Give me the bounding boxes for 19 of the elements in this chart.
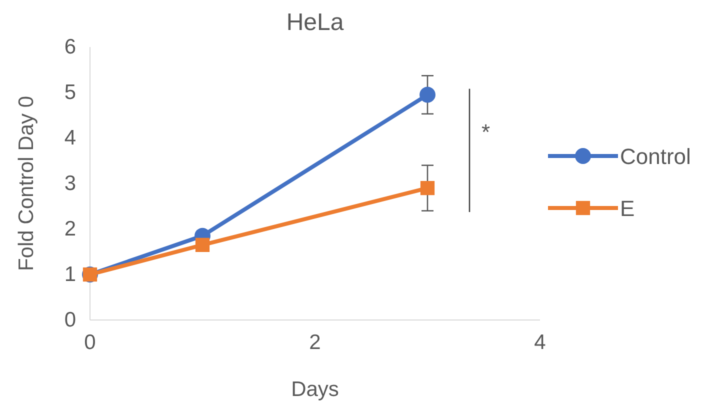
x-tick-label: 4 [534, 330, 546, 354]
y-tick-label: 4 [64, 126, 76, 150]
x-tick-label: 0 [84, 330, 96, 354]
legend-label: E [620, 196, 635, 221]
y-tick-label: 1 [64, 263, 76, 286]
legend-label: Control [620, 144, 691, 169]
annotation: * [482, 119, 490, 144]
chart-title: HeLa [286, 9, 344, 36]
x-tick-label: 2 [309, 330, 321, 354]
y-tick-label: 3 [64, 172, 76, 196]
point [420, 86, 436, 103]
y-tick-label: 2 [64, 218, 76, 241]
y-tick-label: 5 [64, 81, 76, 104]
y-tick-label: 0 [64, 308, 76, 332]
x-axis-title: Days [291, 378, 339, 401]
point [195, 238, 210, 252]
y-tick-label: 6 [64, 36, 76, 59]
y-axis-title: Fold Control Day 0 [15, 96, 38, 272]
point [420, 180, 435, 196]
